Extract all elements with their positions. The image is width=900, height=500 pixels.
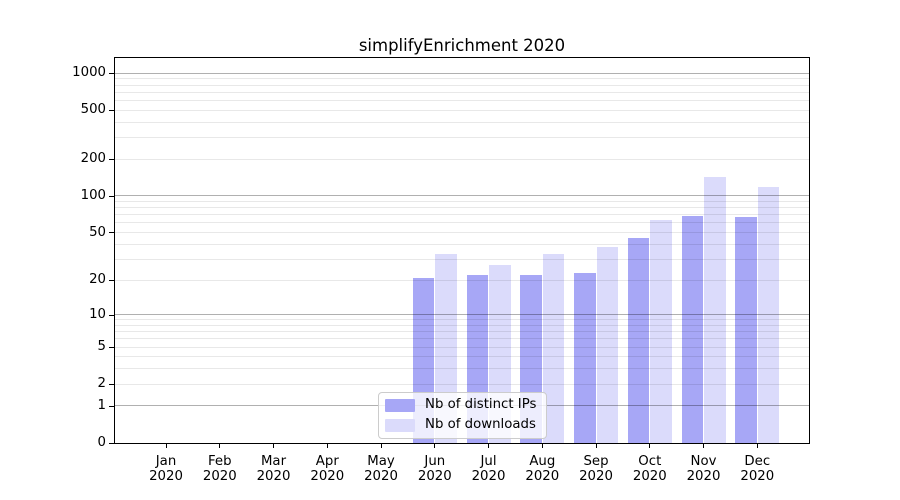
x-axis-tick-label: Mar 2020 — [256, 454, 291, 484]
grid-layer — [115, 58, 809, 443]
x-tick-mark — [326, 444, 328, 448]
y-axis-tick-label: 200 — [80, 151, 106, 166]
y-tick-mark — [109, 384, 114, 385]
bar-distinct-ips — [681, 216, 703, 443]
y-tick-mark — [109, 232, 114, 233]
y-tick-mark — [109, 406, 114, 407]
x-tick-mark — [541, 444, 543, 448]
bar-distinct-ips — [735, 217, 757, 443]
x-tick-mark — [219, 444, 221, 448]
y-tick-mark — [109, 110, 114, 111]
y-axis-tick-label: 10 — [89, 306, 106, 322]
grid-line-minor — [115, 109, 809, 111]
grid-line-minor — [115, 121, 809, 123]
legend-label-downloads: Nb of downloads — [425, 417, 536, 432]
x-tick-mark — [488, 444, 489, 448]
x-axis-tick-label: Nov 2020 — [686, 454, 721, 484]
y-tick-mark — [109, 159, 114, 160]
y-tick-mark — [109, 443, 114, 444]
x-tick-mark — [703, 444, 704, 448]
y-tick-mark — [109, 280, 114, 281]
x-axis-tick-label: Jul 2020 — [471, 454, 506, 484]
y-axis-tick-label: 0 — [97, 435, 106, 450]
grid-line-minor — [115, 356, 809, 358]
grid-line-major — [115, 72, 809, 74]
y-axis-tick-label: 50 — [89, 224, 106, 240]
x-tick-mark — [434, 444, 436, 448]
legend-item-downloads: Nb of downloads — [385, 418, 536, 432]
plot-area: Nb of distinct IPs Nb of downloads — [114, 57, 810, 444]
grid-line-minor — [115, 232, 809, 233]
x-axis-tick-label: Oct 2020 — [632, 454, 667, 484]
grid-line-minor — [115, 279, 809, 281]
grid-line-minor — [115, 207, 809, 209]
y-axis-tick-label: 100 — [80, 187, 106, 203]
bar-downloads — [704, 176, 726, 443]
x-axis-tick-label: May 2020 — [364, 454, 398, 484]
grid-line-minor — [115, 346, 809, 348]
x-axis-tick-label: Apr 2020 — [310, 454, 345, 484]
grid-line-minor — [115, 84, 809, 86]
x-axis-tick-label: Feb 2020 — [202, 454, 237, 484]
bars-layer — [115, 58, 809, 443]
grid-line-minor — [115, 324, 809, 326]
grid-line-minor — [115, 99, 809, 101]
grid-line-minor — [115, 222, 809, 224]
grid-line-minor — [115, 201, 809, 202]
legend-swatch-distinct-ips — [385, 398, 415, 412]
x-axis-tick-label: Aug 2020 — [525, 454, 560, 484]
bar-distinct-ips — [574, 272, 596, 443]
x-axis-tick-label: Jan 2020 — [149, 454, 183, 484]
y-axis-tick-label: 1 — [97, 397, 106, 413]
grid-line-minor — [115, 91, 809, 93]
x-tick-mark — [756, 444, 758, 448]
grid-line-minor — [115, 136, 809, 138]
y-axis-tick-label: 5 — [97, 339, 106, 355]
y-axis-tick-label: 20 — [89, 272, 106, 287]
y-axis-tick-label: 1000 — [72, 65, 106, 80]
grid-line-minor — [115, 243, 809, 245]
x-axis-tick-label: Jun 2020 — [417, 454, 452, 484]
bar-downloads — [596, 246, 618, 443]
bar-distinct-ips — [627, 238, 650, 443]
grid-line-minor — [115, 368, 809, 370]
legend-label-distinct-ips: Nb of distinct IPs — [425, 397, 537, 412]
x-tick-mark — [380, 444, 382, 448]
y-tick-mark — [109, 196, 114, 197]
grid-line-minor — [115, 258, 809, 260]
y-tick-mark — [109, 315, 114, 316]
grid-line-major — [115, 195, 809, 197]
grid-line-minor — [115, 383, 809, 385]
grid-line-minor — [115, 331, 809, 333]
bar-downloads — [757, 187, 780, 443]
bar-downloads — [542, 254, 565, 443]
bar-downloads — [650, 220, 672, 443]
grid-line-minor — [115, 319, 809, 321]
y-axis-tick-label: 500 — [80, 102, 106, 118]
y-axis-tick-label: 2 — [97, 376, 106, 392]
x-tick-mark — [649, 444, 651, 448]
y-tick-mark — [109, 347, 114, 348]
grid-line-minor — [115, 214, 809, 216]
x-tick-mark — [273, 444, 274, 448]
legend-item-distinct-ips: Nb of distinct IPs — [385, 398, 536, 412]
grid-line-minor — [115, 338, 809, 340]
x-axis-tick-label: Dec 2020 — [740, 454, 775, 484]
chart-title: simplifyEnrichment 2020 — [358, 36, 566, 55]
legend-swatch-downloads — [385, 418, 415, 432]
grid-line-minor — [115, 158, 809, 160]
grid-line-minor — [115, 78, 809, 80]
x-tick-mark — [165, 444, 167, 448]
x-axis-tick-label: Sep 2020 — [579, 454, 613, 484]
legend: Nb of distinct IPs Nb of downloads — [378, 392, 548, 439]
grid-line-major — [115, 314, 809, 316]
y-tick-mark — [109, 73, 114, 74]
x-tick-mark — [595, 444, 597, 448]
